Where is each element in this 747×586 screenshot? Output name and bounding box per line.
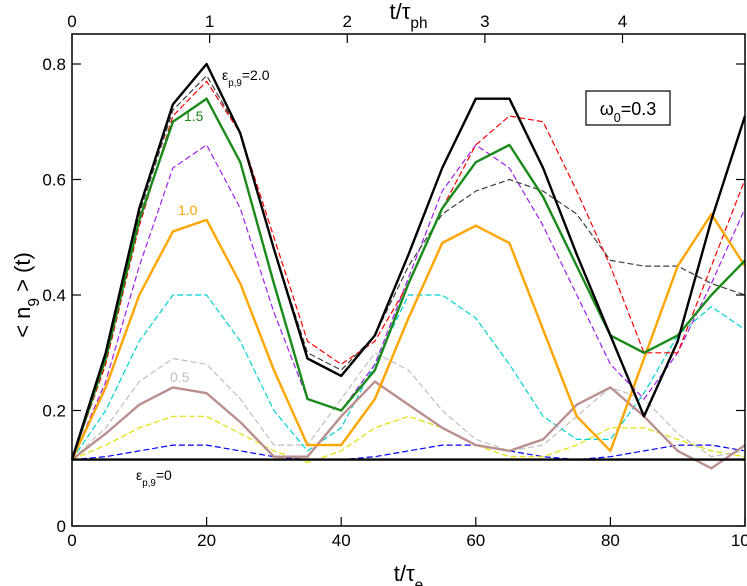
text-part: =0 (156, 467, 172, 483)
dashed-line (71, 75, 746, 460)
y-tick-label: 0.2 (42, 402, 66, 421)
subscript: ph (410, 15, 427, 32)
x-tick-label: 40 (332, 531, 351, 550)
text-part: 1.0 (178, 202, 198, 218)
solid-line (71, 380, 746, 470)
x2-tick-label: 4 (618, 12, 627, 31)
y-tick-label: 0.8 (42, 55, 66, 74)
x2-tick-label: 0 (67, 12, 76, 31)
text-part: =0.3 (621, 99, 657, 119)
annotation: εp,9=0 (136, 467, 172, 489)
annotation: 0.5 (170, 369, 190, 385)
legend-box (585, 90, 671, 126)
text-part: t/τ (389, 0, 410, 24)
text-part: t/τ (394, 561, 415, 586)
annotation: 1.5 (184, 108, 204, 124)
y-tick-label: 0.4 (42, 286, 66, 305)
y-tick-label: 0 (57, 517, 66, 536)
y-tick-label: 0.6 (42, 171, 66, 190)
subscript: 0 (614, 111, 621, 125)
text-part: =2.0 (242, 67, 270, 83)
subscript: 9 (26, 298, 43, 307)
subscript: e (415, 577, 424, 586)
dashed-line (71, 415, 746, 464)
annotation: εp,9=2.0 (222, 67, 270, 89)
annotation: 1.0 (178, 202, 198, 218)
x-tick-label: 20 (197, 531, 216, 550)
text-part: < n (10, 307, 35, 338)
dashed-line (71, 144, 746, 460)
text-part: > (t) (10, 252, 35, 298)
axis-label: t/τph (389, 0, 427, 32)
x-tick-label: 0 (67, 531, 76, 550)
x-tick-label: 100 (731, 531, 747, 550)
axis-label: ω0=0.3 (600, 99, 657, 125)
text-part: ω (600, 99, 614, 119)
solid-line (70, 212, 747, 461)
x-tick-label: 80 (601, 531, 620, 550)
text-part: ε (222, 67, 228, 83)
text-part: 1.5 (184, 108, 204, 124)
text-part: ε (136, 467, 142, 483)
dashed-line (71, 444, 746, 461)
dashed-line (71, 294, 746, 460)
x-tick-label: 60 (466, 531, 485, 550)
axis-label: < n9 > (t) (10, 252, 43, 338)
x2-tick-label: 3 (480, 12, 489, 31)
dashed-line (71, 80, 746, 460)
solid-line (70, 62, 747, 460)
plot-frame (71, 33, 746, 527)
text-part: 0.5 (170, 369, 190, 385)
axis-label: t/τe (394, 561, 423, 586)
dashed-line (71, 352, 746, 461)
x2-tick-label: 2 (343, 12, 352, 31)
subscript: p,9 (228, 78, 242, 89)
x2-tick-label: 1 (205, 12, 214, 31)
subscript: p,9 (142, 478, 156, 489)
solid-line (70, 97, 746, 460)
